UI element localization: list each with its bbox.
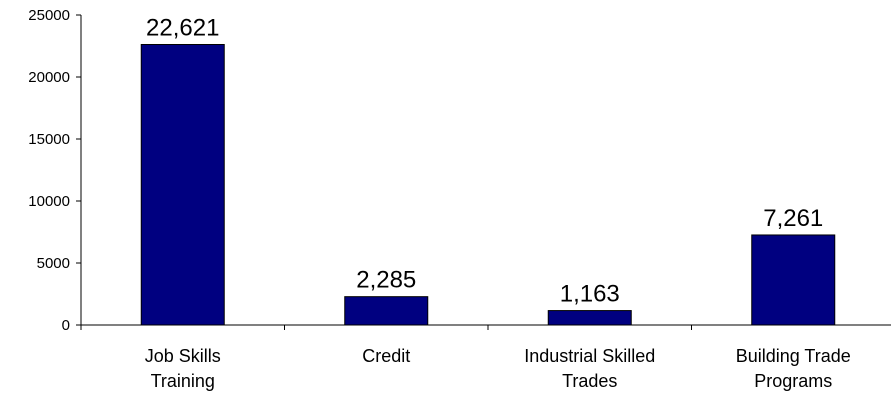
x-tick-label: Industrial Skilled bbox=[524, 346, 655, 366]
x-tick-label: Trades bbox=[562, 371, 617, 391]
x-tick-label: Programs bbox=[754, 371, 832, 391]
x-tick-label: Building Trade bbox=[736, 346, 851, 366]
bar bbox=[344, 296, 429, 326]
data-label: 7,261 bbox=[763, 205, 823, 232]
x-tick-label: Job Skills bbox=[145, 346, 221, 366]
y-tick-label: 15000 bbox=[28, 131, 70, 148]
bar bbox=[547, 310, 632, 326]
bars bbox=[140, 43, 836, 326]
data-labels: 22,621 2,285 1,163 7,261 bbox=[146, 14, 823, 307]
y-tick-label: 20000 bbox=[28, 69, 70, 86]
y-tick-label: 10000 bbox=[28, 193, 70, 210]
y-axis: 0 5000 10000 15000 20000 25000 bbox=[28, 7, 82, 334]
y-tick-label: 5000 bbox=[37, 255, 70, 272]
x-tick-label: Credit bbox=[362, 346, 410, 366]
y-tick-label: 0 bbox=[62, 317, 70, 334]
data-label: 1,163 bbox=[560, 281, 620, 308]
x-axis bbox=[80, 324, 891, 330]
y-tick-label: 25000 bbox=[28, 7, 70, 24]
bar bbox=[751, 234, 836, 326]
category-labels: Job Skills Training Credit Industrial Skill… bbox=[145, 346, 851, 391]
data-label: 2,285 bbox=[356, 267, 416, 294]
bar bbox=[140, 43, 225, 326]
x-tick-label: Training bbox=[151, 371, 215, 391]
data-label: 22,621 bbox=[146, 14, 219, 41]
